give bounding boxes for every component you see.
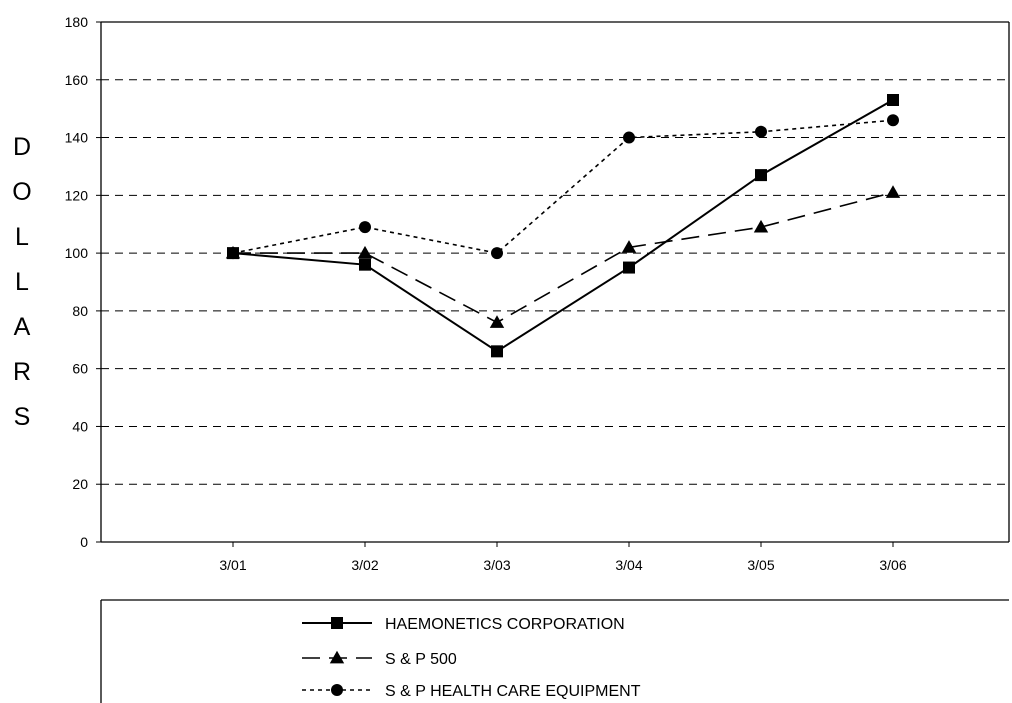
x-tick-label: 3/03 <box>483 557 510 573</box>
data-point-triangle <box>885 185 901 198</box>
data-point-square <box>227 247 239 260</box>
y-tick-label: 40 <box>72 418 88 434</box>
data-point-square <box>623 261 635 274</box>
legend-label: S & P HEALTH CARE EQUIPMENT <box>385 683 641 700</box>
data-point-circle <box>755 125 767 138</box>
legend-marker-circle <box>331 684 343 696</box>
plot-frame <box>100 21 1010 543</box>
y-tick-label: 120 <box>65 187 89 203</box>
gridlines <box>101 79 1009 485</box>
legend-marker-triangle <box>329 650 345 664</box>
y-tick-label: 60 <box>72 361 88 377</box>
legend-label: S & P 500 <box>385 651 457 668</box>
y-tick-label: 80 <box>72 303 88 319</box>
y-axis-label-letter: L <box>15 268 29 296</box>
y-axis-label-letter: L <box>15 223 29 251</box>
legend-label: HAEMONETICS CORPORATION <box>385 616 625 633</box>
x-tick-label: 3/01 <box>219 557 246 573</box>
x-tick-label: 3/05 <box>747 557 774 573</box>
x-tick-label: 3/02 <box>351 557 378 573</box>
x-tick-label: 3/06 <box>879 557 906 573</box>
data-point-triangle <box>357 245 373 259</box>
legend-marker-square <box>331 617 343 629</box>
data-point-circle <box>359 221 371 234</box>
y-tick-label: 20 <box>72 476 88 492</box>
y-tick-label: 100 <box>65 245 89 261</box>
legend: HAEMONETICS CORPORATION S & P 500 S & P HE… <box>100 599 1009 703</box>
x-tick-label: 3/04 <box>615 557 642 573</box>
data-point-triangle <box>489 315 505 328</box>
data-point-circle <box>491 247 503 260</box>
y-axis-label-letter: D <box>13 133 31 161</box>
y-axis-label-letter: A <box>14 313 31 341</box>
y-tick-label: 180 <box>65 14 89 30</box>
y-tick-label: 160 <box>65 72 89 88</box>
y-tick-labels: 0 20 40 60 80 100 120 140 160 180 <box>65 14 101 550</box>
data-point-circle <box>623 131 635 144</box>
series-line <box>233 191 894 324</box>
data-point-square <box>887 94 899 106</box>
series-line <box>232 99 894 353</box>
y-axis-label-letter: O <box>12 178 31 206</box>
y-axis-label-letter: R <box>13 358 31 386</box>
data-point-triangle <box>753 219 769 233</box>
data-point-square <box>491 345 503 358</box>
data-point-triangle <box>621 240 637 253</box>
series-lines <box>225 94 901 358</box>
y-axis-label-letter: S <box>14 403 31 431</box>
y-tick-label: 0 <box>80 534 88 550</box>
x-tick-labels: 3/01 3/02 3/03 3/04 3/05 3/06 <box>219 542 907 573</box>
data-point-circle <box>887 114 899 127</box>
data-point-square <box>359 258 371 271</box>
series-line <box>232 119 894 254</box>
y-tick-label: 140 <box>65 130 89 146</box>
data-point-square <box>755 169 767 182</box>
